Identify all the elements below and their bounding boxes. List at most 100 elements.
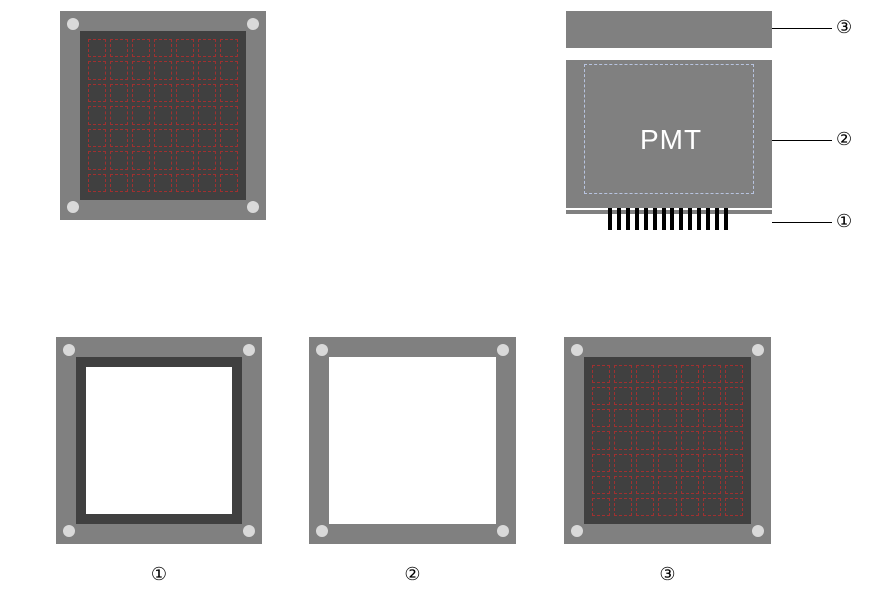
- corner-hole: [316, 525, 328, 537]
- leader-line: [772, 140, 832, 141]
- grid-cell: [725, 387, 743, 405]
- panel-caption: ③: [658, 564, 678, 585]
- corner-hole: [316, 344, 328, 356]
- grid-cell: [725, 409, 743, 427]
- grid-cell: [220, 84, 238, 102]
- grid-cell: [703, 409, 721, 427]
- pin: [662, 208, 666, 230]
- pin: [688, 208, 692, 230]
- grid-cell: [176, 61, 194, 79]
- grid-cell: [636, 476, 654, 494]
- grid-cell: [703, 431, 721, 449]
- grid-cell: [592, 409, 610, 427]
- detector-grid: [592, 365, 743, 516]
- grid-cell: [220, 61, 238, 79]
- grid-cell: [636, 431, 654, 449]
- grid-cell: [88, 39, 106, 57]
- pin: [617, 208, 621, 230]
- grid-cell: [725, 476, 743, 494]
- pin: [697, 208, 701, 230]
- grid-cell: [681, 498, 699, 516]
- corner-hole: [247, 18, 259, 30]
- white-window: [329, 357, 496, 524]
- grid-cell: [614, 409, 632, 427]
- grid-cell: [132, 39, 150, 57]
- grid-cell: [220, 39, 238, 57]
- corner-hole: [67, 18, 79, 30]
- grid-cell: [614, 431, 632, 449]
- corner-hole: [247, 201, 259, 213]
- grid-cell: [176, 106, 194, 124]
- grid-cell: [703, 498, 721, 516]
- grid-cell: [154, 174, 172, 192]
- grid-cell: [592, 431, 610, 449]
- grid-cell: [132, 129, 150, 147]
- grid-cell: [198, 129, 216, 147]
- grid-cell: [198, 174, 216, 192]
- grid-cell: [154, 61, 172, 79]
- leader-line: [772, 28, 832, 29]
- grid-cell: [681, 431, 699, 449]
- grid-cell: [636, 454, 654, 472]
- grid-cell: [154, 39, 172, 57]
- bottom-panel-3: [564, 337, 771, 544]
- grid-cell: [703, 387, 721, 405]
- grid-cell: [110, 61, 128, 79]
- leader-line: [772, 222, 832, 223]
- grid-cell: [176, 151, 194, 169]
- callout-label: ①: [836, 211, 852, 232]
- panel-caption: ①: [149, 564, 169, 585]
- pin: [670, 208, 674, 230]
- grid-cell: [110, 129, 128, 147]
- callout-label: ②: [836, 129, 852, 150]
- grid-cell: [88, 84, 106, 102]
- grid-cell: [132, 174, 150, 192]
- pin: [679, 208, 683, 230]
- pmt-pins: [608, 208, 728, 230]
- grid-cell: [703, 476, 721, 494]
- pin: [715, 208, 719, 230]
- pin: [706, 208, 710, 230]
- grid-cell: [636, 365, 654, 383]
- grid-cell: [658, 431, 676, 449]
- grid-cell: [592, 365, 610, 383]
- detector-face: [80, 31, 246, 200]
- corner-hole: [497, 525, 509, 537]
- corner-hole: [63, 344, 75, 356]
- grid-cell: [725, 498, 743, 516]
- top-left-panel: [60, 11, 266, 220]
- corner-hole: [752, 344, 764, 356]
- pin: [644, 208, 648, 230]
- grid-cell: [176, 174, 194, 192]
- grid-cell: [198, 151, 216, 169]
- grid-cell: [110, 39, 128, 57]
- grid-cell: [132, 151, 150, 169]
- grid-cell: [198, 61, 216, 79]
- white-window: [86, 367, 232, 514]
- grid-cell: [658, 454, 676, 472]
- grid-cell: [658, 387, 676, 405]
- grid-cell: [88, 151, 106, 169]
- grid-cell: [88, 106, 106, 124]
- grid-cell: [614, 498, 632, 516]
- grid-cell: [198, 84, 216, 102]
- grid-cell: [220, 174, 238, 192]
- detector-grid: [88, 39, 238, 192]
- pin: [724, 208, 728, 230]
- grid-cell: [110, 84, 128, 102]
- grid-cell: [132, 106, 150, 124]
- grid-cell: [198, 106, 216, 124]
- grid-cell: [681, 409, 699, 427]
- grid-cell: [636, 387, 654, 405]
- grid-cell: [658, 476, 676, 494]
- pin: [635, 208, 639, 230]
- grid-cell: [703, 454, 721, 472]
- grid-cell: [725, 365, 743, 383]
- pin: [626, 208, 630, 230]
- grid-cell: [614, 365, 632, 383]
- pmt-label: PMT: [640, 124, 702, 156]
- grid-cell: [725, 454, 743, 472]
- corner-hole: [243, 344, 255, 356]
- bottom-panel-2: [309, 337, 516, 544]
- grid-cell: [592, 454, 610, 472]
